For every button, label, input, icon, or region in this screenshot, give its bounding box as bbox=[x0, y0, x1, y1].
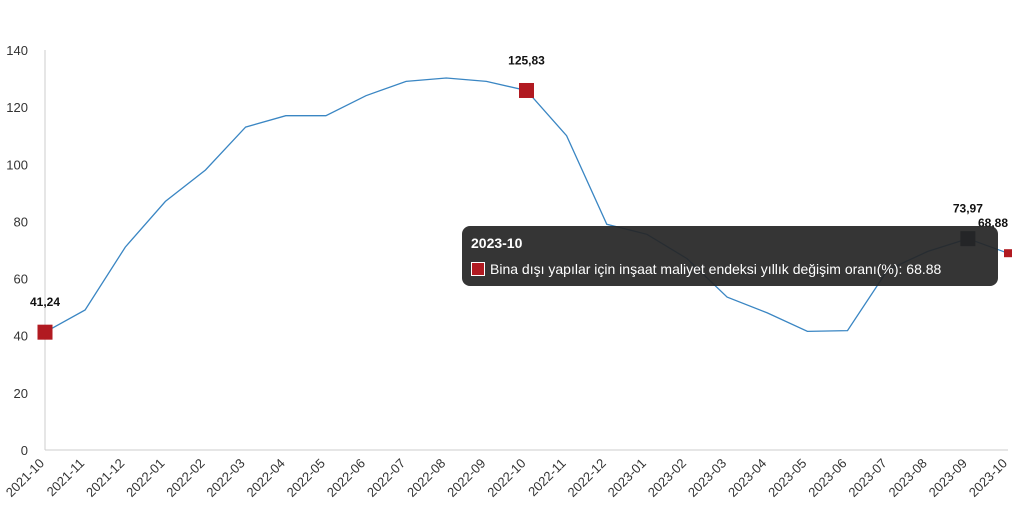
x-tick-label: 2021-12 bbox=[83, 456, 127, 500]
data-label: 125,83 bbox=[508, 53, 545, 67]
data-point-marker bbox=[37, 324, 53, 340]
x-tick-label: 2023-10 bbox=[966, 456, 1010, 500]
x-tick-label: 2022-11 bbox=[525, 456, 569, 500]
x-tick-label: 2021-11 bbox=[44, 456, 88, 500]
tooltip-series-label: Bina dışı yapılar için inşaat maliyet en… bbox=[490, 261, 942, 277]
x-tick-label: 2023-07 bbox=[845, 456, 889, 500]
y-tick-label: 80 bbox=[14, 214, 28, 229]
y-tick-label: 60 bbox=[14, 272, 28, 287]
x-tick-label: 2022-06 bbox=[324, 456, 368, 500]
x-tick-label: 2022-07 bbox=[364, 456, 408, 500]
x-tick-label: 2022-03 bbox=[203, 456, 247, 500]
y-tick-label: 0 bbox=[21, 443, 28, 458]
x-tick-label: 2022-01 bbox=[123, 456, 167, 500]
x-tick-label: 2023-02 bbox=[645, 456, 689, 500]
x-tick-label: 2023-08 bbox=[886, 456, 930, 500]
x-tick-label: 2023-01 bbox=[605, 456, 649, 500]
x-tick-label: 2023-06 bbox=[805, 456, 849, 500]
data-label: 41,24 bbox=[30, 295, 60, 309]
x-tick-label: 2022-05 bbox=[284, 456, 328, 500]
x-tick-label: 2022-04 bbox=[244, 456, 288, 500]
series-line bbox=[44, 77, 1009, 333]
x-tick-label: 2022-02 bbox=[163, 456, 207, 500]
data-point-marker bbox=[1004, 249, 1012, 258]
x-tick-label: 2022-10 bbox=[484, 456, 528, 500]
x-tick-label: 2021-10 bbox=[3, 456, 47, 500]
x-tick-label: 2022-09 bbox=[444, 456, 488, 500]
x-tick-label: 2022-12 bbox=[565, 456, 609, 500]
x-tick-label: 2022-08 bbox=[404, 456, 448, 500]
chart-tooltip: 2023-10 Bina dışı yapılar için inşaat ma… bbox=[462, 226, 998, 286]
y-tick-label: 40 bbox=[14, 329, 28, 344]
tooltip-series-swatch bbox=[471, 262, 485, 276]
x-tick-label: 2023-03 bbox=[685, 456, 729, 500]
data-label: 73,97 bbox=[953, 202, 983, 216]
tooltip-row: Bina dışı yapılar için inşaat maliyet en… bbox=[471, 260, 989, 278]
x-tick-label: 2023-05 bbox=[765, 456, 809, 500]
y-tick-label: 20 bbox=[14, 386, 28, 401]
y-tick-label: 120 bbox=[6, 100, 28, 115]
x-tick-label: 2023-04 bbox=[725, 456, 769, 500]
tooltip-title: 2023-10 bbox=[471, 235, 523, 251]
data-point-marker bbox=[519, 82, 534, 98]
y-tick-label: 100 bbox=[6, 157, 28, 172]
y-tick-label: 140 bbox=[6, 43, 28, 58]
x-tick-label: 2023-09 bbox=[926, 456, 970, 500]
